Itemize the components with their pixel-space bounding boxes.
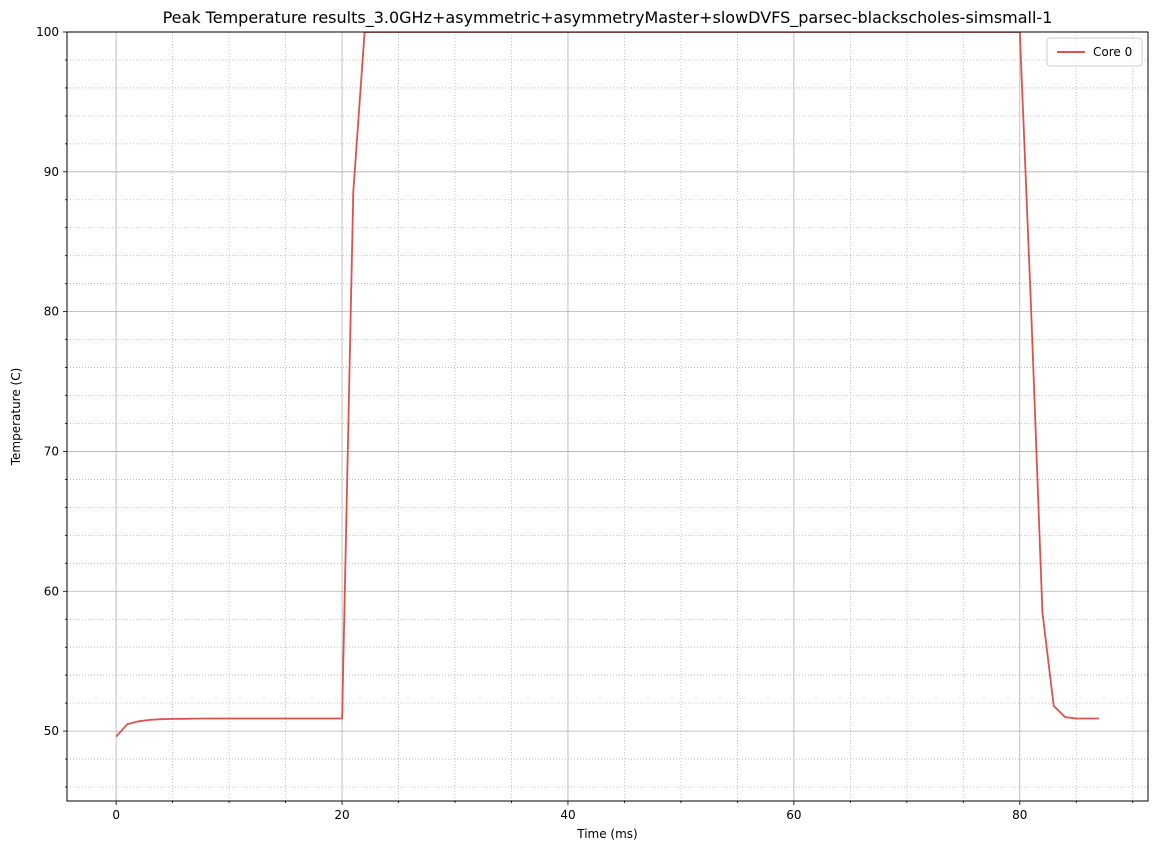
y-tick-label: 60	[44, 584, 59, 598]
series-line-0	[115, 32, 1099, 738]
x-tick-label: 0	[112, 808, 120, 822]
x-tick-label: 60	[786, 808, 801, 822]
x-tick-label: 20	[334, 808, 349, 822]
legend: Core 0	[1046, 37, 1143, 67]
legend-label: Core 0	[1093, 45, 1132, 59]
y-axis: 50 60 70 80 90 100	[36, 25, 67, 788]
plot-frame	[66, 31, 1149, 802]
x-tick-label: 80	[1012, 808, 1027, 822]
major-grid	[67, 31, 1148, 801]
x-tick-label: 40	[560, 808, 575, 822]
chart-title: Peak Temperature results_3.0GHz+asymmetr…	[163, 8, 1053, 28]
y-tick-label: 70	[44, 444, 59, 458]
series-layer	[115, 32, 1099, 738]
y-axis-label: Temperature (C)	[9, 368, 23, 467]
x-axis: 0 20 40 60 80	[112, 801, 1134, 822]
y-tick-label: 50	[44, 724, 59, 738]
y-tick-label: 80	[44, 305, 59, 319]
y-tick-label: 90	[44, 165, 59, 179]
y-tick-label: 100	[36, 25, 59, 39]
x-axis-label: Time (ms)	[576, 827, 638, 841]
legend-box	[1046, 37, 1143, 67]
minor-grid	[67, 32, 1148, 801]
